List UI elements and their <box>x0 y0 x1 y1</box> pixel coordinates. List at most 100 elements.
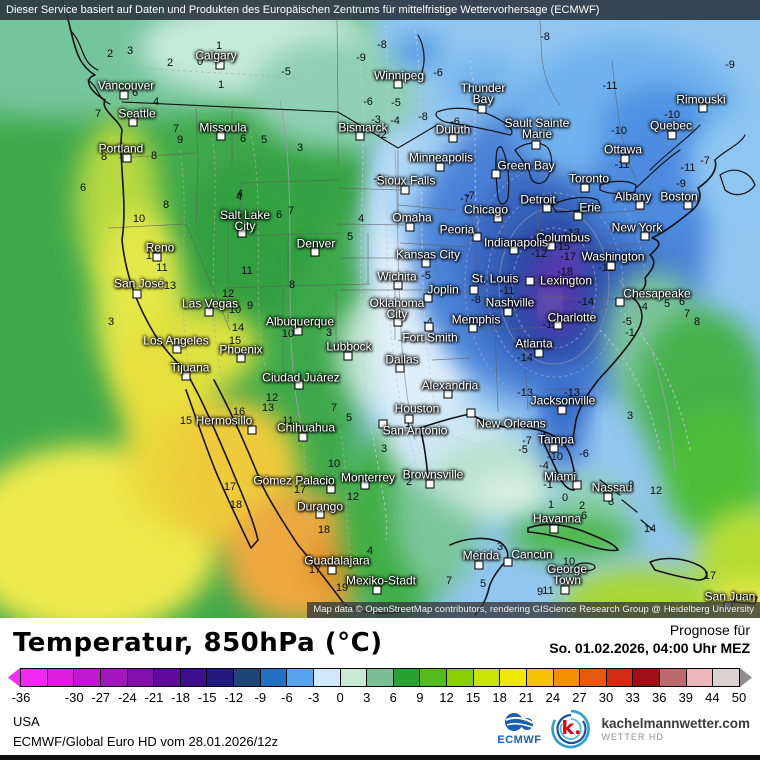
city-marker-atlanta[interactable] <box>534 348 544 358</box>
contour-value-label: 7 <box>287 205 295 217</box>
city-marker-joplin[interactable] <box>423 293 433 303</box>
contour-value-label: 7 <box>330 402 338 414</box>
city-marker-fort-smith[interactable] <box>424 322 434 332</box>
scale-segments <box>20 668 740 687</box>
city-marker-thunder-bay[interactable] <box>477 104 487 114</box>
city-marker-quebec[interactable] <box>667 130 677 140</box>
city-marker-calgary[interactable] <box>215 60 225 70</box>
city-marker-phoenix[interactable] <box>236 353 246 363</box>
contour-value-label: -5 <box>421 270 431 282</box>
city-marker-nashville[interactable] <box>503 307 513 317</box>
city-marker-denver[interactable] <box>310 247 320 257</box>
city-marker-guadalajara[interactable] <box>327 565 337 575</box>
city-marker-nassau[interactable] <box>603 492 613 502</box>
city-marker-boston[interactable] <box>683 200 693 210</box>
city-marker-missoula[interactable] <box>216 131 226 141</box>
city-marker-indianapolis[interactable] <box>509 245 519 255</box>
contour-value-label: -9 <box>725 59 735 71</box>
city-marker-oklahoma-city[interactable] <box>393 317 403 327</box>
scale-segment <box>526 669 554 686</box>
contour-value-label: 13 <box>163 280 177 292</box>
city-marker-seattle[interactable] <box>128 117 138 127</box>
city-marker-george-town[interactable] <box>560 585 570 595</box>
city-marker-m-rida[interactable] <box>474 560 484 570</box>
contour-value-label: -14 <box>578 296 594 308</box>
city-marker-chihuahua[interactable] <box>298 432 308 442</box>
city-marker-chesapeake[interactable] <box>615 297 625 307</box>
city-label-denver: Denver <box>296 236 336 251</box>
city-marker-washington[interactable] <box>606 261 616 271</box>
city-marker-hermosillo[interactable] <box>247 425 257 435</box>
city-marker-san-antonio[interactable] <box>378 419 388 429</box>
city-marker-portland[interactable] <box>122 153 132 163</box>
city-marker-durango[interactable] <box>315 509 325 519</box>
city-marker-st-louis[interactable] <box>469 285 479 295</box>
city-marker-omaha[interactable] <box>405 222 415 232</box>
city-marker-detroit[interactable] <box>542 203 552 213</box>
city-marker-ottawa[interactable] <box>620 154 630 164</box>
city-marker-canc-n[interactable] <box>503 557 513 567</box>
city-marker-reno[interactable] <box>152 252 162 262</box>
city-label-albuquerque: Albuquerque <box>265 314 335 329</box>
city-marker-jacksonville[interactable] <box>557 405 567 415</box>
city-marker-bismarck[interactable] <box>355 131 365 141</box>
city-marker-san-jos[interactable] <box>132 289 142 299</box>
city-marker-g-mez-palacio[interactable] <box>326 484 336 494</box>
city-marker-brownsville[interactable] <box>425 479 435 489</box>
city-marker-tijuana[interactable] <box>181 371 191 381</box>
city-marker-columbus[interactable] <box>546 241 556 251</box>
city-marker-los-angeles[interactable] <box>172 344 182 354</box>
city-marker-wichita[interactable] <box>393 280 403 290</box>
city-marker-green-bay[interactable] <box>491 169 501 179</box>
city-marker-sioux-falls[interactable] <box>400 185 410 195</box>
city-marker-vancouver[interactable] <box>119 90 129 100</box>
ecmwf-logo[interactable]: ECMWF <box>497 712 541 746</box>
city-marker-charlotte[interactable] <box>553 320 563 330</box>
city-marker-alexandria[interactable] <box>443 389 453 399</box>
city-marker-erie[interactable] <box>573 211 583 221</box>
city-marker-kansas-city[interactable] <box>421 258 431 268</box>
city-marker-ciudad-ju-rez[interactable] <box>294 380 304 390</box>
contour-value-label: 7 <box>445 575 453 587</box>
scale-tick: -36 <box>11 690 31 705</box>
city-marker-rimouski[interactable] <box>698 103 708 113</box>
city-marker-peoria[interactable] <box>472 232 482 242</box>
contour-value-label: -10 <box>547 451 563 463</box>
scale-tick: -12 <box>224 690 244 705</box>
city-marker-dallas[interactable] <box>395 363 405 373</box>
kachelmann-logo[interactable]: k. <box>550 708 592 750</box>
city-marker-lexington[interactable] <box>525 276 535 286</box>
scale-tick: 36 <box>651 690 667 705</box>
city-marker-albuquerque[interactable] <box>293 326 303 336</box>
city-marker-new-orleans[interactable] <box>466 408 476 418</box>
city-marker-monterrey[interactable] <box>360 480 370 490</box>
city-marker-new-york[interactable] <box>640 231 650 241</box>
city-marker-toronto[interactable] <box>580 183 590 193</box>
city-marker-memphis[interactable] <box>468 323 478 333</box>
brand-text[interactable]: kachelmannwetter.com WETTER HD <box>601 716 750 742</box>
contour-value-label: 4 <box>366 545 374 557</box>
city-marker-lubbock[interactable] <box>343 351 353 361</box>
city-marker-houston[interactable] <box>404 414 414 424</box>
city-marker-havanna[interactable] <box>549 524 559 534</box>
city-marker-tampa[interactable] <box>549 443 559 453</box>
map-attribution-text: Map data © OpenStreetMap contributors, r… <box>313 604 754 615</box>
city-marker-miami[interactable] <box>572 480 582 490</box>
city-label-reno: Reno <box>145 240 175 255</box>
city-marker-minneapolis[interactable] <box>435 162 445 172</box>
city-marker-duluth[interactable] <box>448 133 458 143</box>
city-marker-albany[interactable] <box>635 200 645 210</box>
city-marker-chicago[interactable] <box>493 213 503 223</box>
contour-value-label: -3 <box>371 114 381 126</box>
contour-value-label: 10 <box>228 304 242 316</box>
city-marker-salt-lake-city[interactable] <box>237 228 247 238</box>
city-marker-las-vegas[interactable] <box>204 307 214 317</box>
scale-segment <box>500 669 527 686</box>
contour-value-label: 1 <box>547 499 555 511</box>
city-marker-sault-sainte-marie[interactable] <box>531 140 541 150</box>
city-marker-mexiko-stadt[interactable] <box>372 585 382 595</box>
weather-map[interactable]: Dieser Service basiert auf Daten und Pro… <box>0 0 760 619</box>
city-label-lubbock: Lubbock <box>326 339 372 354</box>
contour-value-label: 1 <box>217 79 225 91</box>
city-marker-winnipeg[interactable] <box>393 79 403 89</box>
